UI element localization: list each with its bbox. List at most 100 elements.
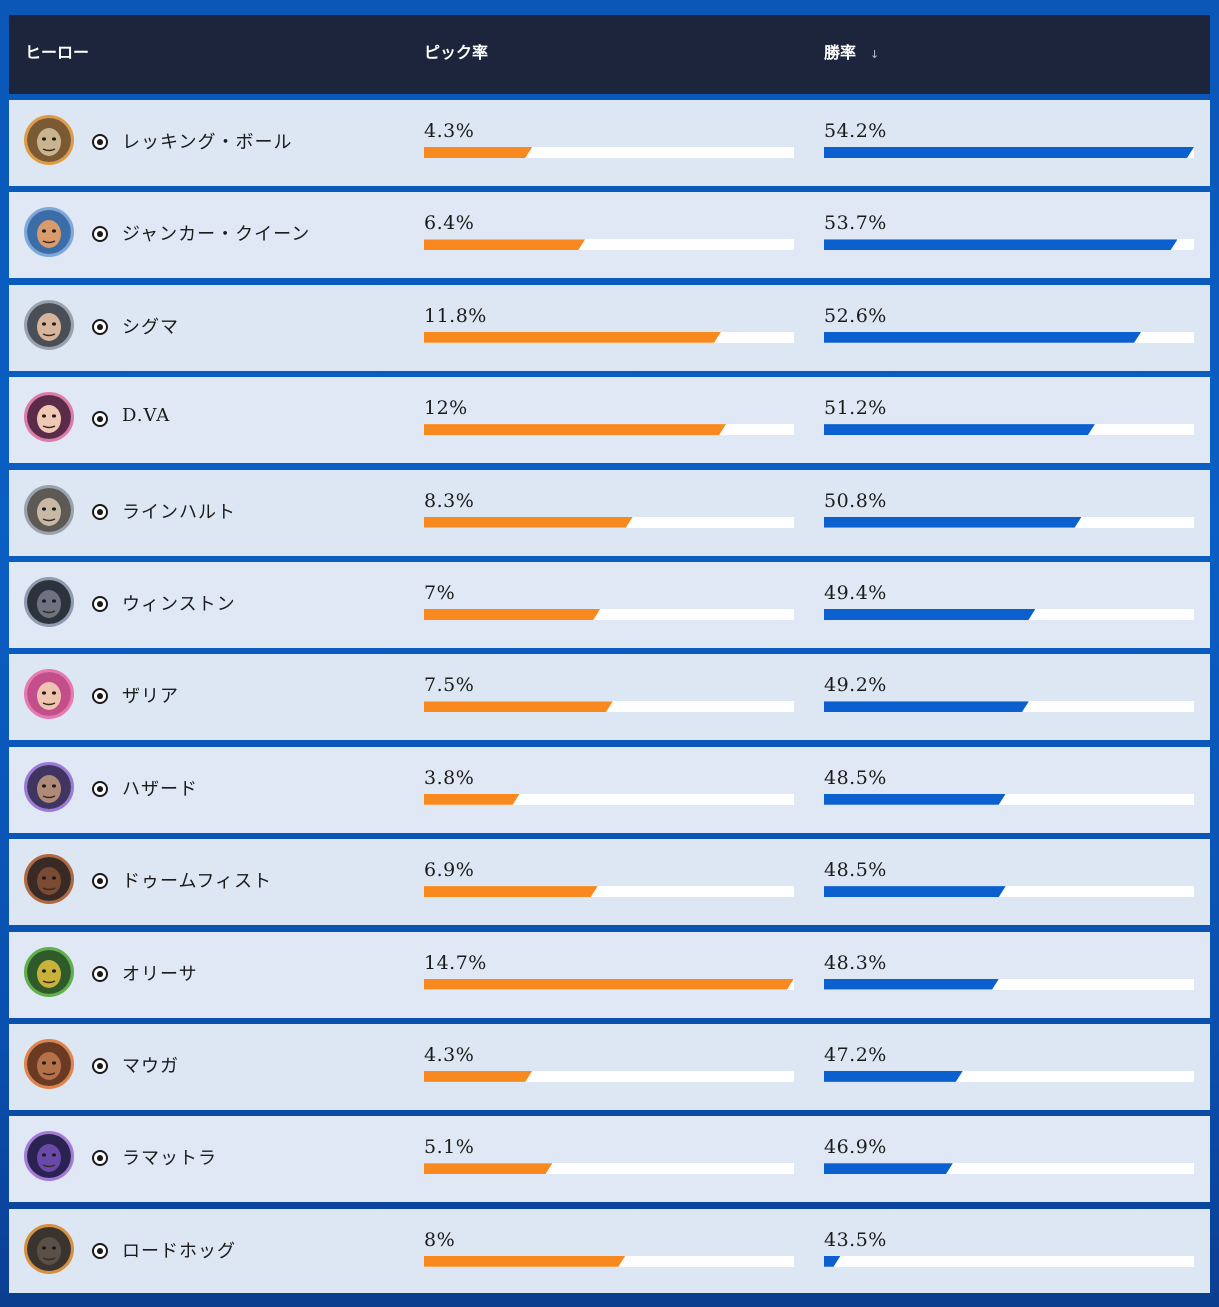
tank-role-icon: [92, 503, 108, 520]
table-row[interactable]: ハザード 3.8% 48.5%: [9, 746, 1210, 833]
win-rate-bar-fill: [824, 517, 1082, 528]
tank-role-icon: [92, 1150, 108, 1167]
table-row[interactable]: ザリア 7.5% 49.2%: [9, 654, 1210, 741]
pick-rate-bar-fill: [424, 424, 726, 435]
pick-rate-bar: [424, 147, 794, 158]
hero-name[interactable]: ラマットラ: [122, 1148, 217, 1170]
table-row[interactable]: ウィンストン 7% 49.4%: [9, 561, 1210, 648]
win-rate-bar: [824, 424, 1194, 436]
pick-rate-bar: [424, 978, 794, 990]
hero-name[interactable]: シグマ: [122, 316, 179, 338]
hero-name[interactable]: ドゥームフィスト: [122, 871, 273, 893]
pick-rate-bar-fill: [424, 239, 585, 250]
win-rate-bar-fill: [824, 701, 1029, 712]
win-rate-value: 54.2%: [824, 120, 887, 142]
hero-rows: レッキング・ボール 4.3% 54.2% ジャンカー・クイーン: [9, 100, 1210, 1295]
pick-rate-value: 8%: [424, 1228, 456, 1251]
win-rate-cell: 48.5%: [824, 857, 1194, 898]
hero-portrait-icon[interactable]: [24, 299, 74, 350]
hero-stats-table: ヒーロー ピック率 勝率 ↓ レッキング・ボール 4.3% 54.2%: [9, 15, 1210, 1301]
win-rate-cell: 46.9%: [824, 1134, 1194, 1175]
win-rate-bar: [824, 239, 1194, 251]
tank-role-icon: [92, 965, 108, 982]
pick-rate-bar: [424, 701, 794, 713]
hero-portrait-icon[interactable]: [24, 1038, 74, 1089]
table-row[interactable]: ドゥームフィスト 6.9% 48.5%: [9, 839, 1210, 926]
hero-portrait-icon[interactable]: [24, 1223, 74, 1274]
hero-name[interactable]: D.VA: [122, 405, 171, 427]
pick-rate-column-header[interactable]: ピック率: [424, 43, 489, 62]
hero-name[interactable]: ラインハルト: [122, 501, 236, 523]
win-rate-bar-fill: [824, 886, 1006, 897]
hero-portrait-icon[interactable]: [24, 484, 74, 535]
table-row[interactable]: シグマ 11.8% 52.6%: [9, 284, 1210, 371]
hero-name[interactable]: レッキング・ボール: [122, 132, 293, 153]
pick-rate-value: 4.3%: [424, 120, 475, 142]
tank-role-icon: [92, 226, 108, 243]
win-rate-bar: [824, 331, 1194, 343]
table-row[interactable]: ジャンカー・クイーン 6.4% 53.7%: [9, 192, 1210, 279]
win-rate-cell: 51.2%: [824, 395, 1194, 436]
pick-rate-bar-fill: [424, 979, 794, 990]
win-rate-cell: 49.4%: [824, 580, 1194, 620]
hero-name[interactable]: マウガ: [122, 1055, 179, 1077]
pick-rate-value: 6.4%: [424, 212, 475, 235]
table-header: ヒーロー ピック率 勝率 ↓: [9, 15, 1210, 94]
win-rate-cell: 48.3%: [824, 950, 1194, 990]
hero-portrait-icon[interactable]: [24, 115, 74, 165]
pick-rate-bar: [424, 424, 794, 436]
win-rate-value: 48.5%: [824, 766, 887, 789]
win-rate-bar: [824, 608, 1194, 620]
table-row[interactable]: ラインハルト 8.3% 50.8%: [9, 469, 1210, 556]
hero-name[interactable]: ジャンカー・クイーン: [122, 224, 311, 246]
sort-descending-icon[interactable]: ↓: [870, 47, 880, 61]
pick-rate-cell: 5.1%: [424, 1134, 794, 1175]
hero-portrait-icon[interactable]: [24, 669, 74, 720]
hero-portrait-icon[interactable]: [24, 761, 74, 812]
win-rate-value: 43.5%: [824, 1228, 887, 1251]
hero-portrait-icon[interactable]: [24, 854, 74, 905]
table-row[interactable]: ロードホッグ 8% 43.5%: [9, 1208, 1210, 1295]
win-rate-bar-fill: [824, 332, 1141, 343]
pick-rate-cell: 7%: [424, 580, 794, 620]
pick-rate-value: 8.3%: [424, 489, 475, 512]
win-rate-column-header[interactable]: 勝率 ↓: [824, 15, 879, 94]
pick-rate-value: 11.8%: [424, 304, 487, 327]
hero-portrait-icon[interactable]: [24, 1131, 74, 1182]
hero-name[interactable]: ザリア: [122, 686, 179, 708]
win-rate-bar-fill: [824, 794, 1006, 805]
pick-rate-cell: 3.8%: [424, 765, 794, 805]
pick-rate-bar: [424, 516, 794, 528]
hero-portrait-icon[interactable]: [24, 576, 74, 627]
hero-portrait-icon[interactable]: [24, 946, 74, 997]
hero-name[interactable]: ハザード: [122, 778, 198, 800]
table-row[interactable]: オリーサ 14.7% 48.3%: [9, 931, 1210, 1018]
win-rate-cell: 52.6%: [824, 303, 1194, 343]
hero-name[interactable]: ロードホッグ: [122, 1240, 236, 1262]
table-row[interactable]: レッキング・ボール 4.3% 54.2%: [9, 100, 1210, 186]
win-rate-bar-fill: [824, 239, 1177, 250]
hero-column-header[interactable]: ヒーロー: [25, 43, 90, 62]
win-rate-value: 49.4%: [824, 581, 887, 604]
hero-portrait-icon[interactable]: [24, 392, 74, 443]
pick-rate-cell: 4.3%: [424, 118, 794, 158]
tank-role-icon: [92, 873, 108, 890]
win-rate-cell: 43.5%: [824, 1227, 1194, 1267]
tank-role-icon: [92, 318, 108, 335]
win-rate-value: 52.6%: [824, 304, 887, 327]
table-row[interactable]: D.VA 12% 51.2%: [9, 377, 1210, 464]
pick-rate-cell: 12%: [424, 395, 794, 436]
win-rate-bar-fill: [824, 1071, 963, 1082]
table-row[interactable]: ラマットラ 5.1% 46.9%: [9, 1116, 1210, 1203]
pick-rate-cell: 6.9%: [424, 857, 794, 898]
win-rate-bar: [824, 701, 1194, 713]
pick-rate-cell: 11.8%: [424, 303, 794, 343]
hero-name[interactable]: ウィンストン: [122, 593, 236, 615]
hero-portrait-icon[interactable]: [24, 207, 74, 258]
pick-rate-value: 12%: [424, 397, 468, 420]
hero-name[interactable]: オリーサ: [122, 963, 198, 985]
pick-rate-cell: 7.5%: [424, 672, 794, 713]
table-row[interactable]: マウガ 4.3% 47.2%: [9, 1023, 1210, 1110]
pick-rate-cell: 6.4%: [424, 210, 794, 251]
win-rate-value: 46.9%: [824, 1136, 887, 1159]
